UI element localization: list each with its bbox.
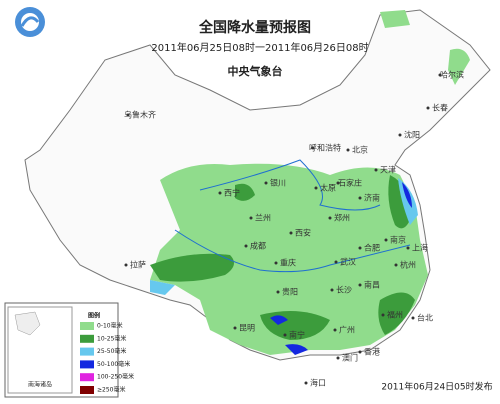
city-dot (333, 328, 337, 332)
city-dot (233, 326, 237, 330)
city-dot (218, 191, 222, 195)
city-label: 澳门 (342, 353, 358, 363)
legend: 南海诸岛 图例 0-10毫米 10-25毫米 25-50毫米 50-100毫米 100-… (4, 302, 134, 398)
city-label: 西宁 (224, 188, 240, 198)
city-dot (358, 196, 362, 200)
city-label: 兰州 (255, 213, 271, 223)
city-dot (328, 216, 332, 220)
city-label: 成都 (250, 241, 266, 251)
rain-areas (150, 10, 470, 355)
city-dot (411, 316, 415, 320)
legend-swatch (80, 347, 94, 356)
city-label: 昆明 (239, 324, 255, 333)
city-dot (398, 133, 402, 137)
published: 2011年06月24日05时发布 (381, 381, 492, 393)
city-label: 沈阳 (404, 130, 420, 140)
city-label: 呼和浩特 (309, 143, 341, 153)
city-dot (276, 290, 280, 294)
city-dot (126, 113, 130, 117)
issuer: 中央气象台 (228, 64, 283, 78)
city-dot (374, 168, 378, 172)
city-label: 贵阳 (282, 287, 298, 297)
city-label: 南京 (390, 235, 406, 245)
city-dot (406, 246, 410, 250)
city-label: 西安 (295, 228, 311, 238)
city-dot (314, 186, 318, 190)
city-dot (358, 350, 362, 354)
city-label: 北京 (352, 145, 368, 155)
city-dot (358, 283, 362, 287)
city-dot (289, 231, 293, 235)
title: 全国降水量预报图 (198, 19, 311, 36)
city-label: 天津 (380, 165, 396, 175)
river (174, 159, 411, 273)
legend-label: 0-10毫米 (97, 322, 123, 330)
city-label: 郑州 (334, 213, 350, 223)
city-label: 长春 (432, 103, 448, 113)
legend-swatch (80, 360, 94, 369)
legend-label: ≥250毫米 (97, 386, 125, 394)
city-label: 乌鲁木齐 (124, 110, 156, 120)
city-dot (358, 246, 362, 250)
city-dot (336, 181, 340, 185)
city-dot (438, 73, 442, 77)
city-label: 广州 (339, 325, 355, 335)
city-label: 香港 (364, 347, 380, 357)
legend-label: 50-100毫米 (97, 360, 130, 368)
city-dot (264, 181, 268, 185)
legend-label: 25-50毫米 (97, 347, 126, 355)
city-dot (384, 238, 388, 242)
city-label: 杭州 (400, 260, 416, 270)
city-dot (311, 146, 315, 150)
legend-swatch (80, 322, 94, 330)
city-label: 南宁 (289, 330, 305, 340)
city-label: 南昌 (364, 280, 380, 290)
city-dot (336, 356, 340, 360)
city-label: 武汉 (340, 257, 356, 267)
city-label: 长沙 (336, 285, 352, 295)
city-dot (346, 148, 350, 152)
city-dot (274, 261, 278, 265)
city-dot (394, 263, 398, 267)
legend-title: 图例 (88, 312, 100, 320)
legend-swatch (80, 334, 94, 343)
logo (15, 7, 45, 37)
city-dot (330, 288, 334, 292)
city-dot (283, 333, 287, 337)
city-label: 台北 (417, 313, 433, 323)
city-dot (124, 263, 128, 267)
city-dot (426, 106, 430, 110)
city-dot (334, 260, 338, 264)
legend-label: 100-250毫米 (97, 373, 134, 381)
city-dot (304, 381, 308, 385)
city-label: 石家庄 (338, 178, 362, 188)
city-label: 哈尔滨 (440, 70, 464, 80)
legend-label: 10-25毫米 (97, 334, 126, 342)
period: 2011年06月25日08时一2011年06月26日08时 (151, 41, 368, 54)
city-label: 上海 (412, 243, 428, 253)
inset-label: 南海诸岛 (28, 381, 52, 389)
city-dot (249, 216, 253, 220)
city-label: 太原 (320, 183, 336, 193)
city-label: 合肥 (364, 243, 380, 253)
legend-swatch (80, 386, 94, 394)
city-label: 重庆 (280, 258, 296, 268)
city-label: 银川 (270, 178, 286, 188)
city-dot (381, 313, 385, 317)
city-label: 拉萨 (130, 260, 146, 270)
city-label: 济南 (364, 193, 380, 203)
city-dot (244, 244, 248, 248)
city-label: 福州 (387, 311, 403, 320)
city-label: 海口 (310, 378, 326, 388)
legend-swatch (80, 373, 94, 382)
